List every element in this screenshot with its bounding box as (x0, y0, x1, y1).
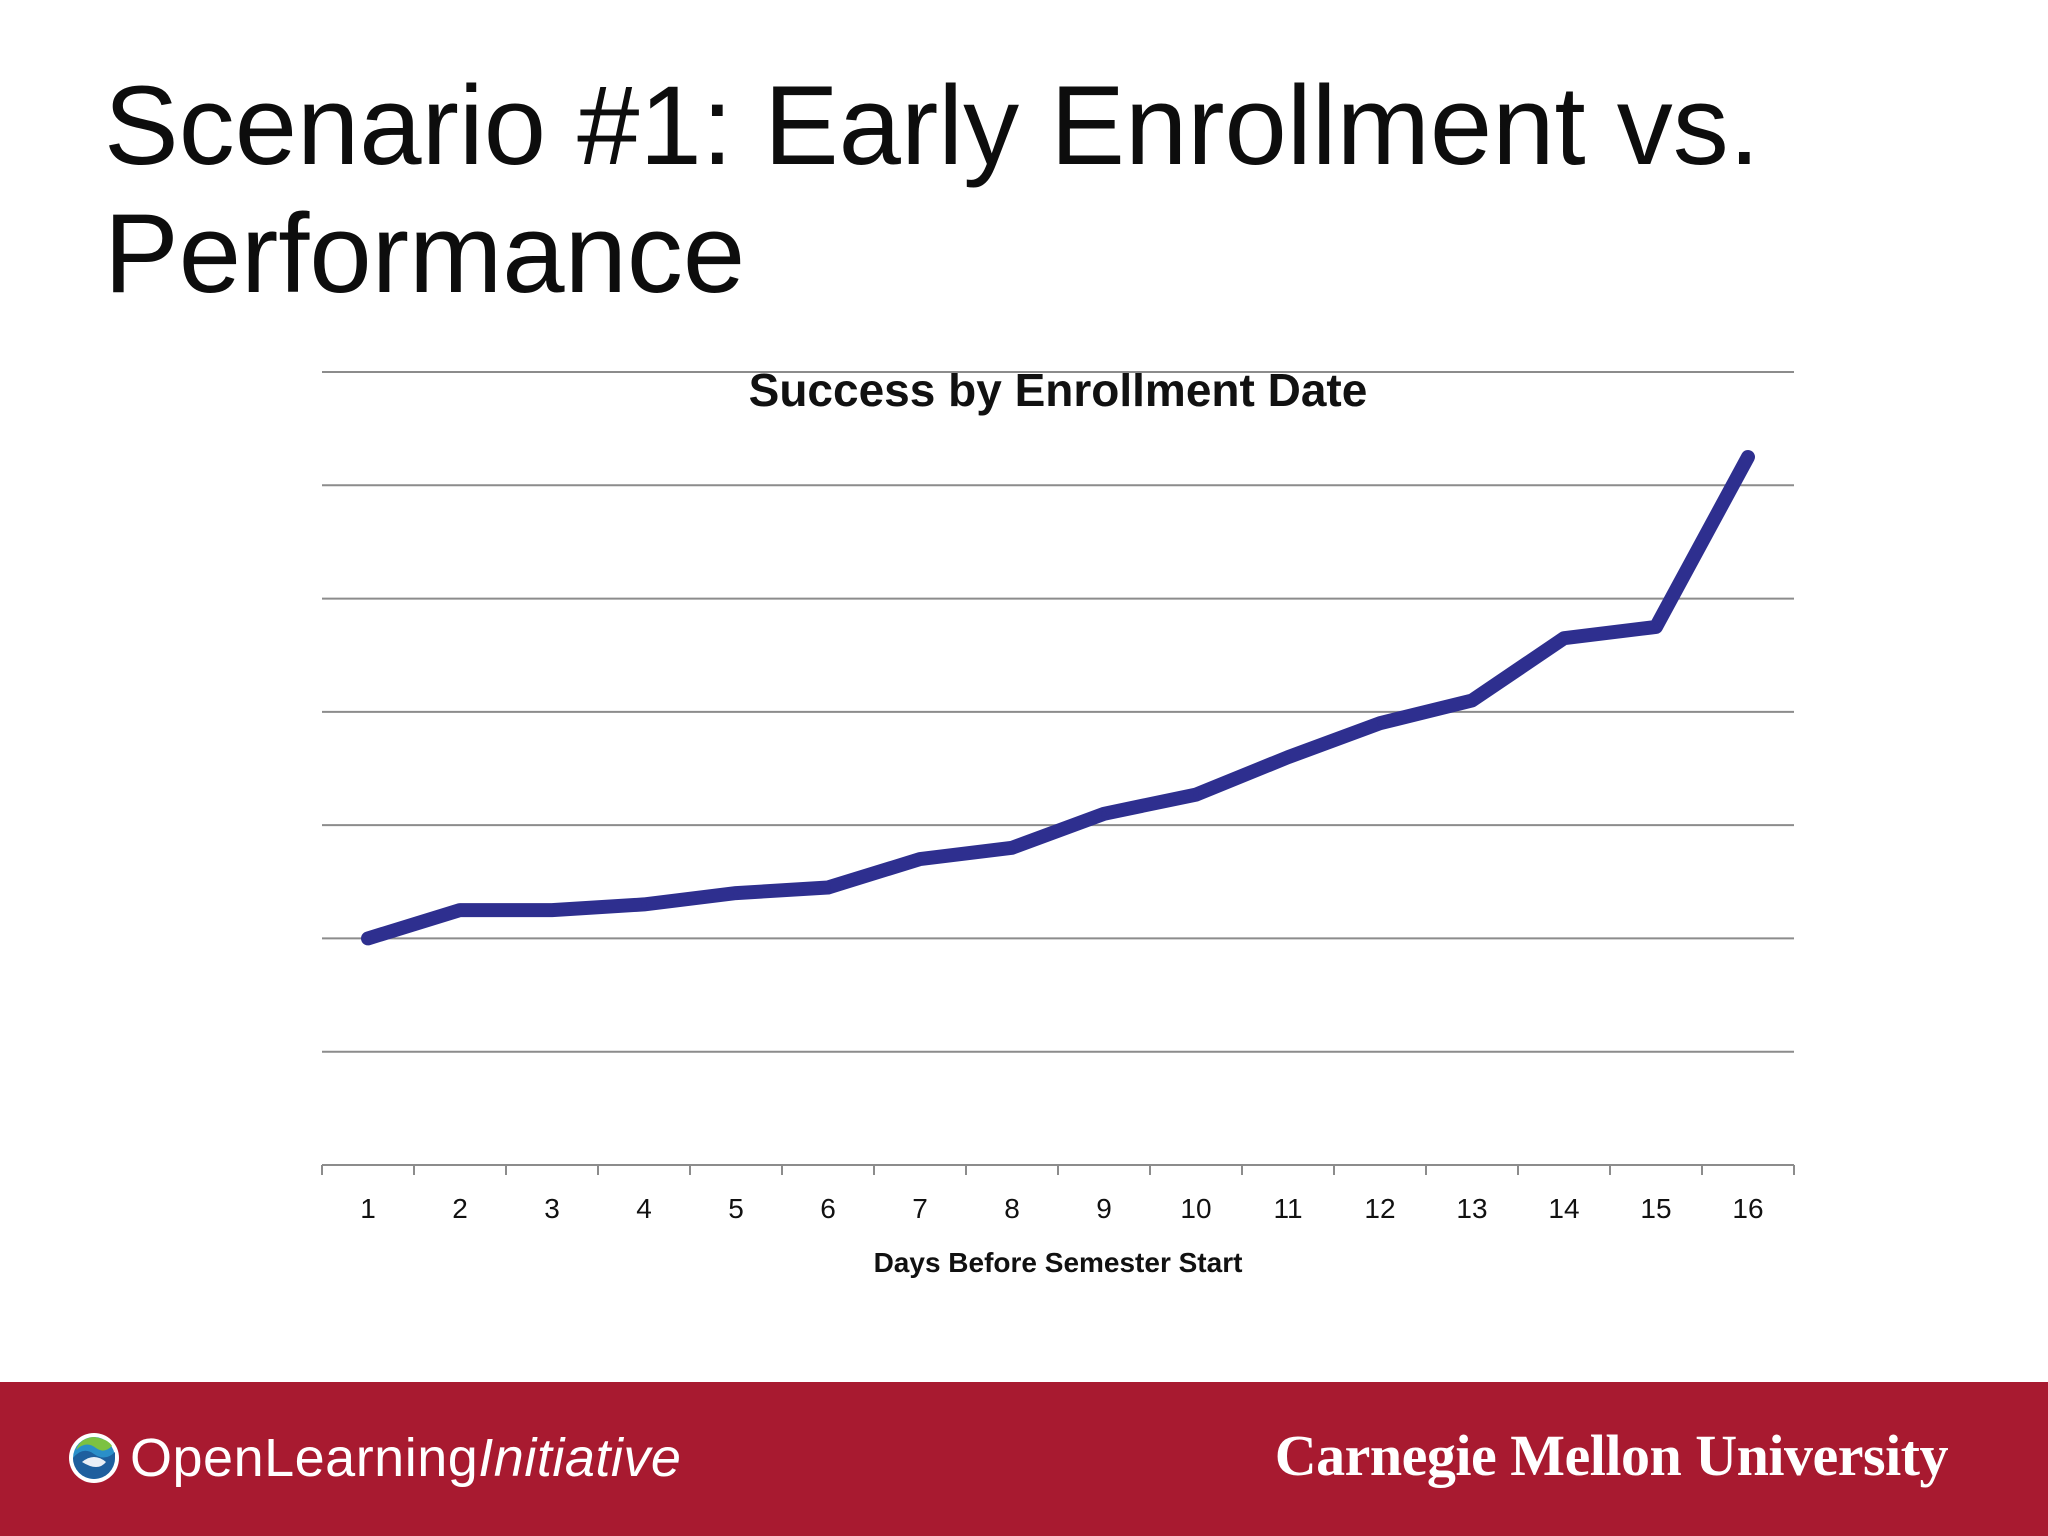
data-point (1377, 720, 1383, 727)
data-point (1285, 754, 1291, 761)
slide-title: Scenario #1: Early Enrollment vs. Perfor… (104, 63, 1760, 316)
line-chart: Success by Enrollment Date 1 2 3 4 5 6 7 8 9 10 11… (321, 364, 1795, 1278)
x-tick-label: 16 (1732, 1193, 1763, 1224)
x-tick-label: 6 (820, 1193, 836, 1224)
data-point (917, 856, 923, 863)
footer-bar (0, 1382, 2048, 1536)
x-tick-label: 2 (452, 1193, 468, 1224)
data-point (1009, 844, 1015, 851)
x-tick-label: 3 (544, 1193, 560, 1224)
series-line (361, 450, 1755, 946)
gridlines (322, 371, 1794, 1053)
series-group (361, 450, 1755, 946)
oli-wordmark: OpenLearningInitiative (130, 1426, 681, 1490)
data-point (1193, 791, 1199, 798)
x-tick-label: 15 (1640, 1193, 1671, 1224)
data-point (641, 901, 647, 908)
data-point (365, 935, 371, 942)
oli-wordmark-regular: OpenLearning (130, 1428, 479, 1488)
open-learning-initiative-logo: OpenLearningInitiative (68, 1426, 681, 1490)
x-tick-label: 11 (1273, 1193, 1302, 1224)
x-tick-label: 4 (636, 1193, 652, 1224)
data-point (1745, 453, 1751, 460)
x-tick-label: 8 (1004, 1193, 1020, 1224)
oli-globe-icon (69, 1433, 119, 1483)
data-point (1469, 697, 1475, 704)
carnegie-mellon-logo: Carnegie Mellon University (1274, 1423, 1949, 1488)
x-tick-label: 5 (728, 1193, 744, 1224)
x-tick-label: 13 (1456, 1193, 1487, 1224)
x-tick-label: 10 (1180, 1193, 1211, 1224)
x-axis: 1 2 3 4 5 6 7 8 9 10 11 12 13 14 15 16 (321, 1164, 1795, 1224)
x-tick-label: 7 (912, 1193, 928, 1224)
data-point (457, 907, 463, 914)
data-point (1101, 810, 1107, 817)
x-axis-label: Days Before Semester Start (874, 1247, 1243, 1278)
oli-wordmark-italic: Initiative (478, 1428, 682, 1488)
x-tick-label: 12 (1364, 1193, 1395, 1224)
x-tick-label: 1 (360, 1193, 376, 1224)
data-point (1561, 635, 1567, 642)
data-point (825, 884, 831, 891)
x-tick-label: 9 (1096, 1193, 1112, 1224)
data-point (733, 890, 739, 897)
data-point (1653, 623, 1659, 630)
data-point (549, 907, 555, 914)
x-tick-label: 14 (1548, 1193, 1579, 1224)
